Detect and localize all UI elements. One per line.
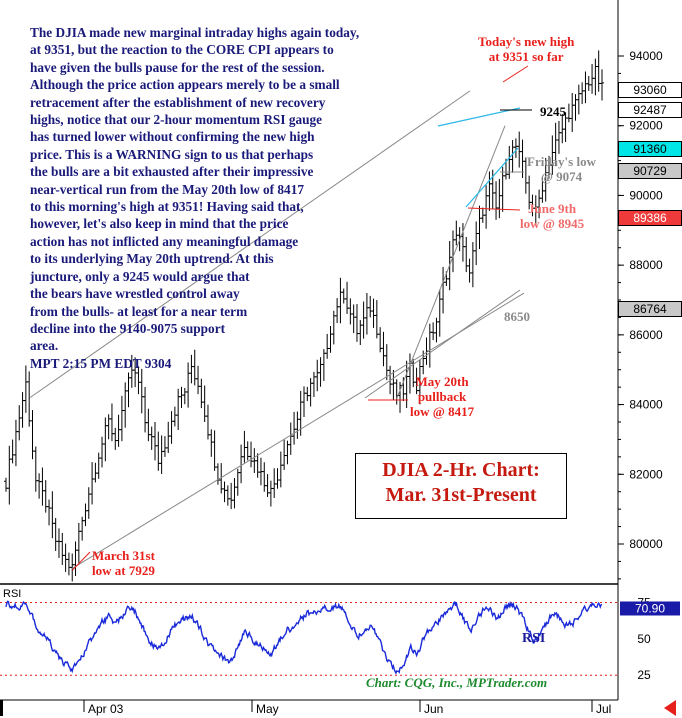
time-tick-label: Jun xyxy=(424,702,443,716)
rsi-label: RSI xyxy=(522,631,545,646)
price-tick-label: 94000 xyxy=(629,49,663,63)
price-tick-label: 84000 xyxy=(629,398,663,412)
price-tick-label: 80000 xyxy=(629,537,663,551)
fridays-low-line xyxy=(465,147,519,208)
fridays-low-label: Friday's low @ 9074 xyxy=(527,154,596,184)
channel-top-line xyxy=(437,107,521,127)
june9-low-pointer xyxy=(467,207,521,211)
rsi-panel-label: RSI xyxy=(3,588,21,600)
rsi-tick-label: 25 xyxy=(637,668,651,682)
last-value-box: 86764 xyxy=(618,301,682,318)
channel-upper-line xyxy=(29,90,471,399)
rsi-panel: 255075RSIRSI70.90 xyxy=(0,588,680,682)
price-bars xyxy=(4,50,604,582)
price-tick-label: 82000 xyxy=(629,467,663,481)
today-high-pointer xyxy=(502,65,529,83)
price-tick-label: 90000 xyxy=(629,188,663,202)
today-high-label: Today's new high at 9351 so far xyxy=(478,34,575,64)
level-9245-label: 9245 xyxy=(540,104,566,119)
may20-low-label: May 20th pullback low @ 8417 xyxy=(410,374,475,419)
price-tick-label: 92000 xyxy=(629,119,663,133)
last-value-box: 90729 xyxy=(618,163,682,180)
commentary-text: The DJIA made new marginal intraday high… xyxy=(30,25,360,371)
price-bar xyxy=(600,69,604,101)
scroll-right-icon xyxy=(664,700,676,716)
june9-low-label: June 9th low @ 8945 xyxy=(520,201,585,231)
trendlines xyxy=(29,65,532,571)
chart-credit: Chart: CQG, Inc., MPTrader.com xyxy=(366,675,548,690)
price-tick-label: 88000 xyxy=(629,258,663,272)
axes: 80000 82000 84000 86000 88000 90000 92000 94000… xyxy=(0,49,676,716)
price-tick-label: 86000 xyxy=(629,328,663,342)
last-value-box: 93060 xyxy=(618,81,682,98)
last-value-box: 92487 xyxy=(618,101,682,118)
march31-low-label: March 31st low at 7929 xyxy=(92,548,155,578)
last-value-box: 91360 xyxy=(618,141,682,158)
rsi-line xyxy=(5,600,603,675)
level-8650-label: 8650 xyxy=(504,309,530,324)
chart-title: DJIA 2-Hr. Chart: Mar. 31st-Present xyxy=(382,459,540,506)
may20-uptrend-line xyxy=(396,125,506,399)
march31-low-pointer xyxy=(71,551,91,571)
chart-title-box: DJIA 2-Hr. Chart: Mar. 31st-Present xyxy=(355,453,567,519)
time-tick-label: Jul xyxy=(596,702,611,716)
trendline-8650 xyxy=(71,292,525,569)
time-tick-label: May xyxy=(256,702,279,716)
rsi-last-box xyxy=(620,601,680,616)
rsi-last-value: 70.90 xyxy=(635,601,665,615)
june-support-line xyxy=(364,289,521,399)
scroll-left-marker xyxy=(0,700,3,716)
time-tick-label: Apr 03 xyxy=(88,702,124,716)
last-value-box: 89386 xyxy=(618,209,682,226)
rsi-tick-label: 50 xyxy=(637,632,651,646)
